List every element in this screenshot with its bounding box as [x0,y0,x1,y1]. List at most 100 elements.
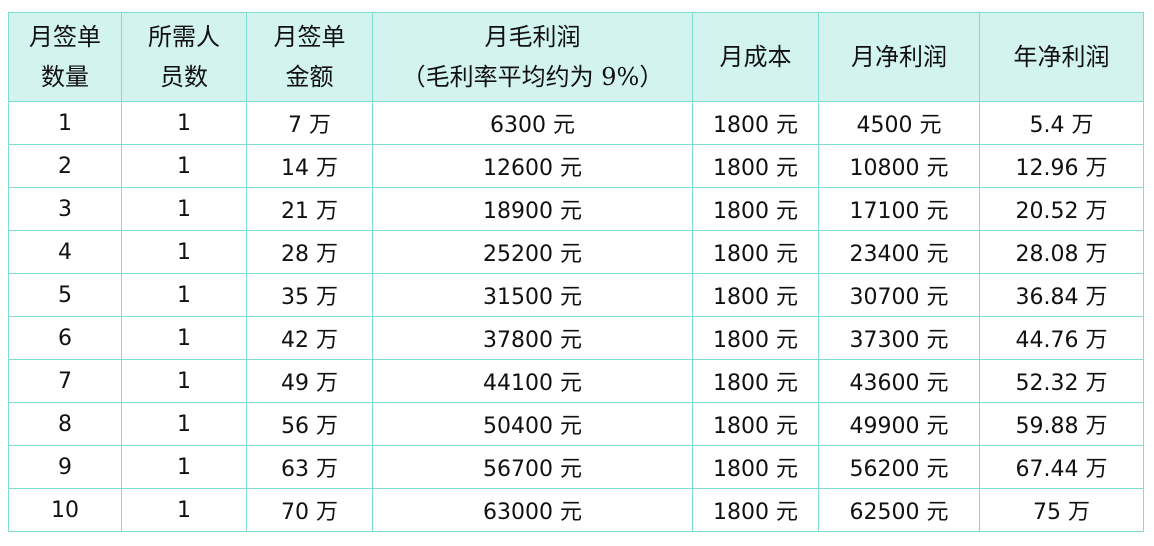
table-cell: 2 [8,144,122,188]
table-cell: 1800 元 [692,101,819,145]
table-cell: 35 万 [246,273,373,317]
table-cell: 1800 元 [692,402,819,446]
table-row: 4 1 28 万 25200 元 1800 元 23400 元 28.08 万 [8,230,1144,274]
table-row: 9 1 63 万 56700 元 1800 元 56200 元 67.44 万 [8,445,1144,489]
table-cell: 1 [121,230,247,274]
table-cell: 5 [8,273,122,317]
table-cell: 75 万 [979,488,1144,532]
table-cell: 8 [8,402,122,446]
table-cell: 56200 元 [818,445,980,489]
table-cell: 1 [121,144,247,188]
table-cell: 7 [8,359,122,403]
table-cell: 20.52 万 [979,187,1144,231]
table-cell: 37800 元 [372,316,693,360]
table-cell: 4500 元 [818,101,980,145]
column-header: 月净利润 [818,12,980,102]
table-cell: 1 [121,488,247,532]
table-row: 5 1 35 万 31500 元 1800 元 30700 元 36.84 万 [8,273,1144,317]
table-cell: 44.76 万 [979,316,1144,360]
table-cell: 1 [121,445,247,489]
column-header-line: 所需人 [148,23,220,51]
table-cell: 49 万 [246,359,373,403]
profit-table: 月签单 数量 所需人 员数 月签单 金额 月毛利润 （毛利率平均约为 9%） 月成本 月净利润 年净… [8,12,1144,532]
table-cell: 1 [8,101,122,145]
column-header-line: 月签单 [273,23,346,51]
table-cell: 59.88 万 [979,402,1144,446]
table-cell: 1 [121,359,247,403]
table-cell: 30700 元 [818,273,980,317]
table-cell: 43600 元 [818,359,980,403]
table-cell: 1 [121,316,247,360]
table-cell: 44100 元 [372,359,693,403]
table-cell: 17100 元 [818,187,980,231]
column-header-line: 金额 [285,63,334,91]
table-cell: 12.96 万 [979,144,1144,188]
table-cell: 1 [121,402,247,446]
column-header: 月签单 金额 [246,12,373,102]
table-cell: 1800 元 [692,488,819,532]
table-row: 7 1 49 万 44100 元 1800 元 43600 元 52.32 万 [8,359,1144,403]
table-cell: 36.84 万 [979,273,1144,317]
table-cell: 50400 元 [372,402,693,446]
header-row: 月签单 数量 所需人 员数 月签单 金额 月毛利润 （毛利率平均约为 9%） 月成本 月净利润 年净… [8,12,1144,102]
table-cell: 1800 元 [692,144,819,188]
table-cell: 49900 元 [818,402,980,446]
table-cell: 9 [8,445,122,489]
column-header-line: 月净利润 [851,43,947,71]
column-header-line: （毛利率平均约为 9%） [401,63,664,91]
table-row: 6 1 42 万 37800 元 1800 元 37300 元 44.76 万 [8,316,1144,360]
table-cell: 52.32 万 [979,359,1144,403]
table-cell: 63 万 [246,445,373,489]
column-header-line: 月签单 [29,23,101,51]
column-header: 月毛利润 （毛利率平均约为 9%） [372,12,693,102]
column-header-line: 月毛利润 [484,23,581,51]
table-cell: 42 万 [246,316,373,360]
column-header-line: 员数 [160,63,208,91]
column-header: 年净利润 [979,12,1144,102]
table-cell: 23400 元 [818,230,980,274]
table-cell: 62500 元 [818,488,980,532]
table-cell: 1800 元 [692,230,819,274]
table-cell: 28.08 万 [979,230,1144,274]
table-cell: 14 万 [246,144,373,188]
table-cell: 56 万 [246,402,373,446]
column-header: 月签单 数量 [8,12,122,102]
table-cell: 7 万 [246,101,373,145]
table-cell: 1 [121,187,247,231]
table-row: 2 1 14 万 12600 元 1800 元 10800 元 12.96 万 [8,144,1144,188]
table-cell: 1800 元 [692,187,819,231]
table-cell: 28 万 [246,230,373,274]
column-header-line: 数量 [41,63,89,91]
table-row: 10 1 70 万 63000 元 1800 元 62500 元 75 万 [8,488,1144,532]
table-cell: 1800 元 [692,273,819,317]
column-header-line: 月成本 [719,43,792,71]
table-cell: 6300 元 [372,101,693,145]
table-cell: 12600 元 [372,144,693,188]
table-cell: 70 万 [246,488,373,532]
column-header: 月成本 [692,12,819,102]
table-cell: 1800 元 [692,316,819,360]
table-cell: 3 [8,187,122,231]
table-cell: 10 [8,488,122,532]
table-cell: 1 [121,101,247,145]
table-cell: 67.44 万 [979,445,1144,489]
table-cell: 21 万 [246,187,373,231]
table-cell: 1800 元 [692,359,819,403]
table-cell: 56700 元 [372,445,693,489]
table-cell: 10800 元 [818,144,980,188]
table-cell: 31500 元 [372,273,693,317]
table-cell: 4 [8,230,122,274]
table-cell: 25200 元 [372,230,693,274]
table-cell: 5.4 万 [979,101,1144,145]
table-cell: 18900 元 [372,187,693,231]
table-row: 3 1 21 万 18900 元 1800 元 17100 元 20.52 万 [8,187,1144,231]
table-cell: 1 [121,273,247,317]
table-cell: 6 [8,316,122,360]
column-header-line: 年净利润 [1013,43,1110,71]
table-cell: 63000 元 [372,488,693,532]
table-cell: 37300 元 [818,316,980,360]
table-cell: 1800 元 [692,445,819,489]
column-header: 所需人 员数 [121,12,247,102]
table-row: 8 1 56 万 50400 元 1800 元 49900 元 59.88 万 [8,402,1144,446]
